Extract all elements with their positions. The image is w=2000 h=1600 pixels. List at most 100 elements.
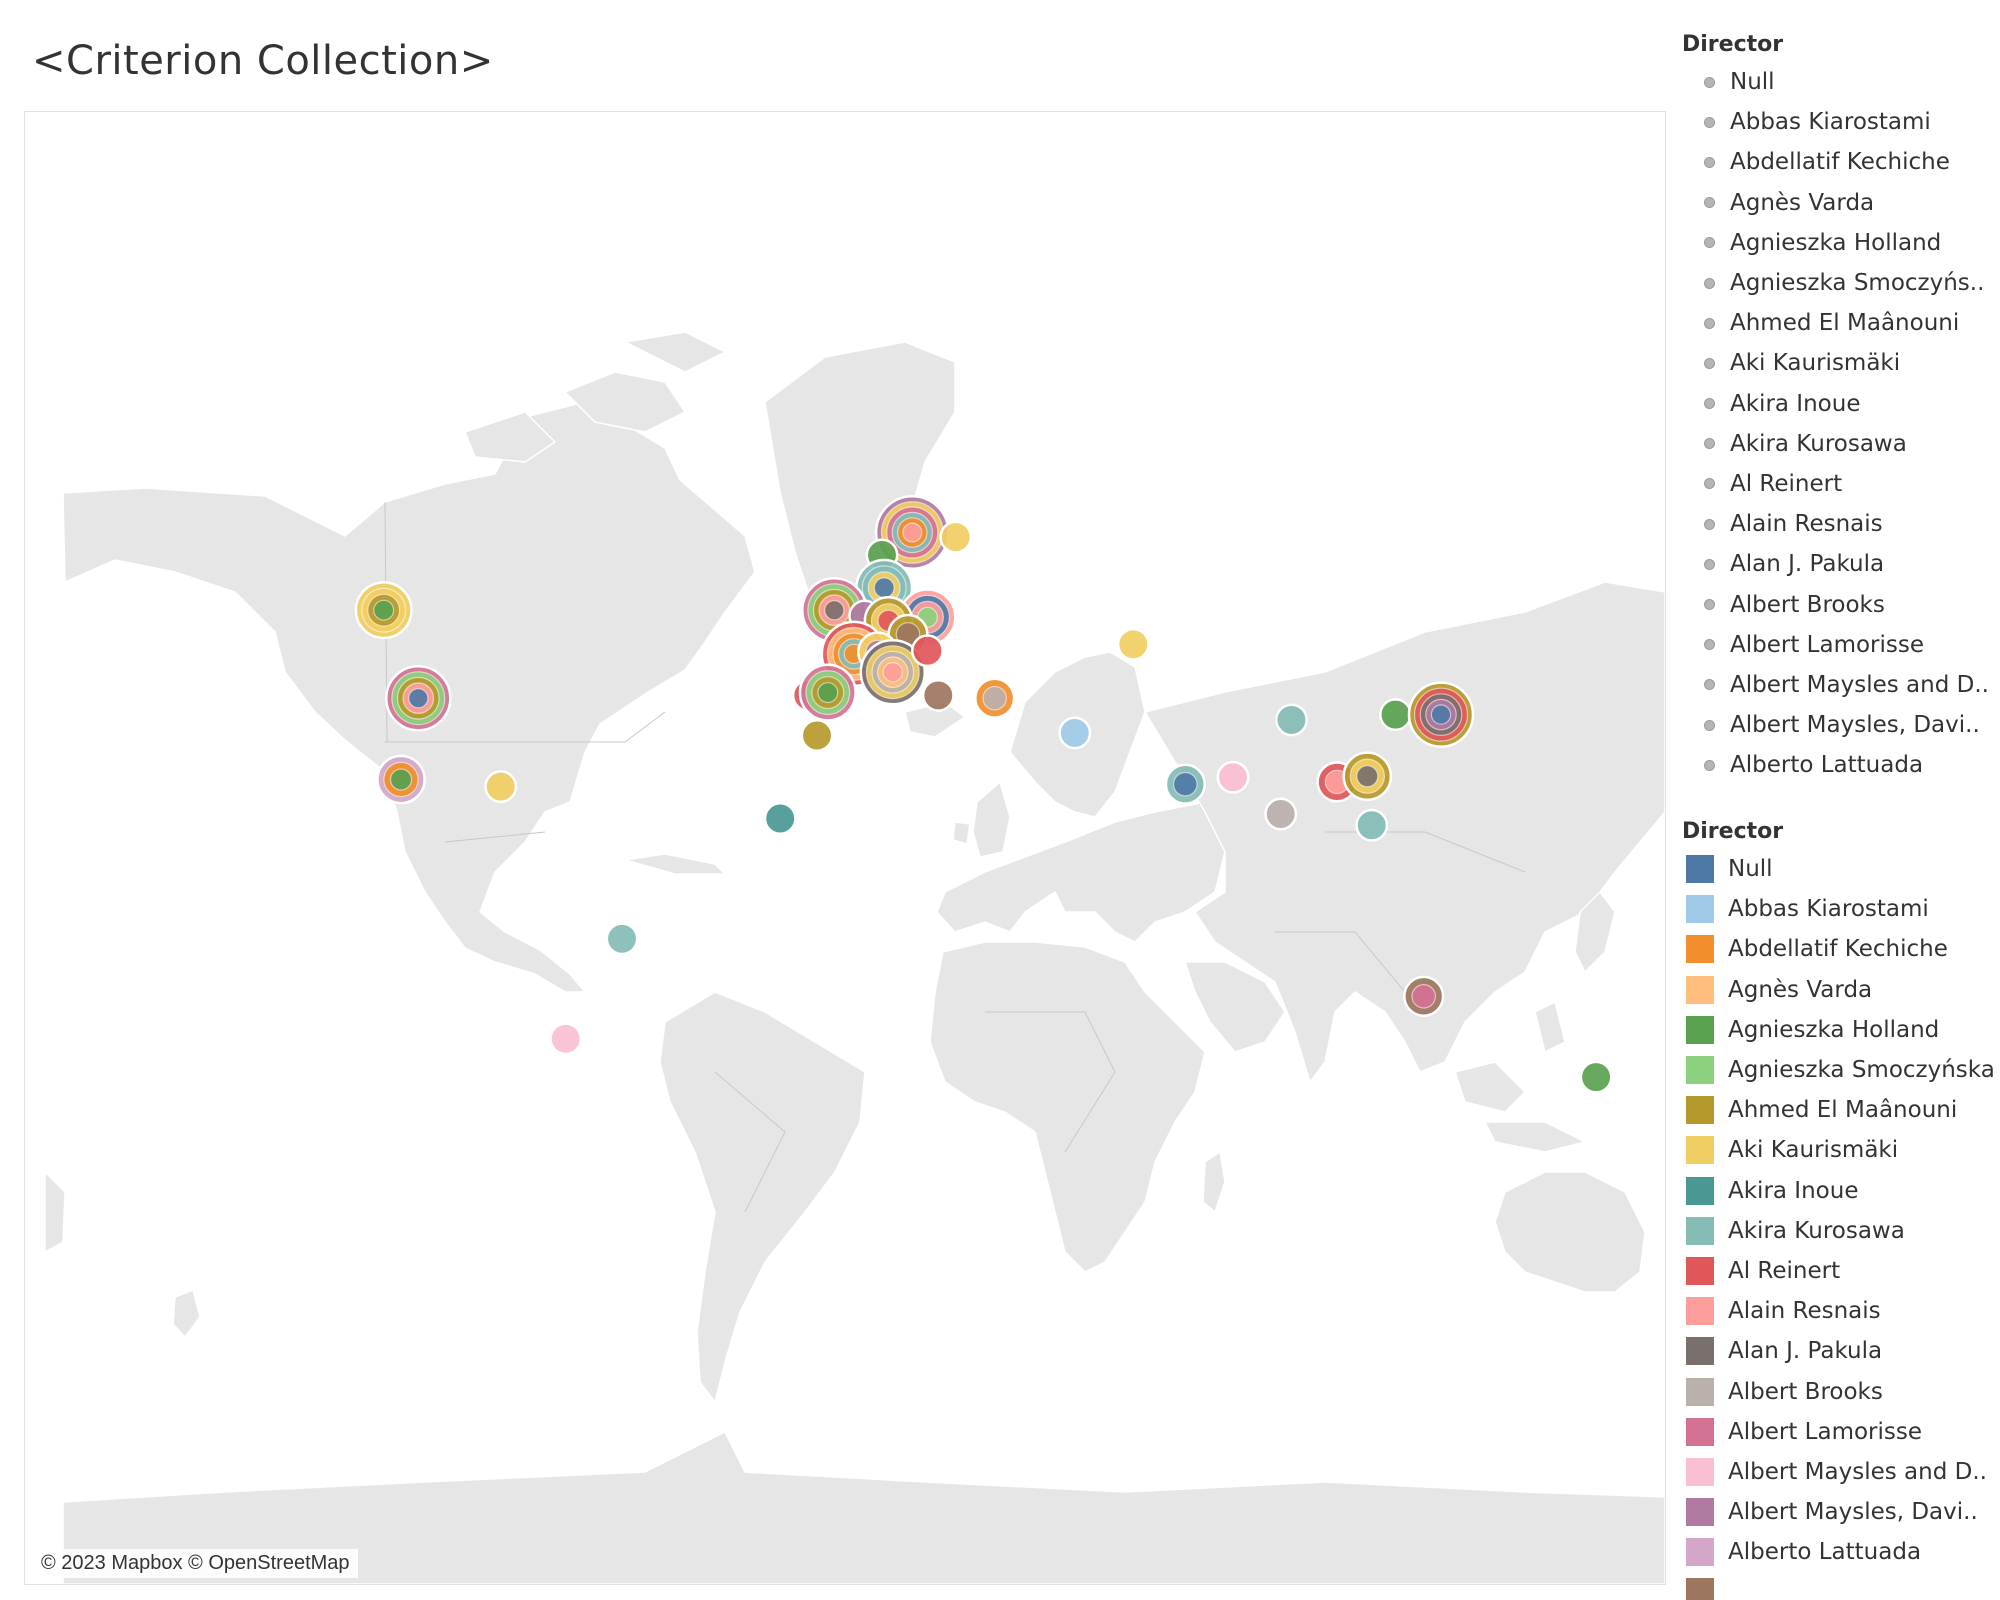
legend-color-item[interactable]: Agnieszka Holland xyxy=(1682,1010,2000,1050)
map-point[interactable] xyxy=(800,719,834,752)
legend-shape-item[interactable]: Aki Kaurismäki xyxy=(1682,343,2000,383)
map-point-ring[interactable] xyxy=(1173,771,1198,797)
legend-shape-item[interactable]: Albert Brooks xyxy=(1682,584,2000,624)
legend-shape-item[interactable]: Ahmed El Maânouni xyxy=(1682,303,2000,343)
legend-color-item[interactable]: Albert Maysles, Davi.. xyxy=(1682,1492,2000,1532)
map-point[interactable] xyxy=(354,581,413,640)
map-point[interactable] xyxy=(763,802,797,835)
legend-shape-item[interactable]: Alain Resnais xyxy=(1682,504,2000,544)
map-point-ring[interactable] xyxy=(1379,698,1412,732)
map-point[interactable] xyxy=(376,754,426,805)
map-point[interactable] xyxy=(1403,975,1445,1017)
map-point-ring[interactable] xyxy=(605,922,639,956)
map-point[interactable] xyxy=(385,664,452,732)
map-point[interactable] xyxy=(1379,698,1412,732)
legend-shape-item[interactable]: Albert Maysles and D.. xyxy=(1682,665,2000,705)
legend-color-item[interactable]: Aki Kaurismäki xyxy=(1682,1130,2000,1170)
map-point-ring[interactable] xyxy=(1275,703,1308,737)
map-point-ring[interactable] xyxy=(882,662,904,683)
map-point-ring[interactable] xyxy=(389,768,413,791)
map-point[interactable] xyxy=(1164,763,1206,805)
map-point[interactable] xyxy=(1355,808,1389,842)
map-point-ring[interactable] xyxy=(921,678,955,712)
map-point-ring[interactable] xyxy=(1216,760,1250,794)
map-point[interactable] xyxy=(1407,681,1475,748)
map-point-ring[interactable] xyxy=(549,1022,583,1056)
map-point[interactable] xyxy=(1116,627,1150,661)
legend-color-item[interactable]: Agnès Varda xyxy=(1682,970,2000,1010)
legend-color-item[interactable]: Alan J. Pakula xyxy=(1682,1331,2000,1371)
legend-color-item[interactable]: Akira Inoue xyxy=(1682,1171,2000,1211)
map-point-ring[interactable] xyxy=(1411,983,1436,1009)
map-point-ring[interactable] xyxy=(1264,797,1298,831)
map-point-ring[interactable] xyxy=(1579,1060,1613,1094)
map-point-ring[interactable] xyxy=(911,634,944,668)
map-point-ring[interactable] xyxy=(982,685,1007,711)
legend-shape-item[interactable]: Abdellatif Kechiche xyxy=(1682,142,2000,182)
map-point[interactable] xyxy=(798,663,857,722)
legend-shape-item[interactable]: Albert Lamorisse xyxy=(1682,625,2000,665)
map-point-ring[interactable] xyxy=(484,770,518,804)
legend-color-item[interactable] xyxy=(1682,1572,2000,1600)
map-point-ring[interactable] xyxy=(408,688,429,709)
map-point-ring[interactable] xyxy=(800,719,834,752)
legend-shape-item[interactable]: Abbas Kiarostami xyxy=(1682,102,2000,142)
map-point[interactable] xyxy=(974,677,1016,719)
map-point-ring[interactable] xyxy=(817,682,839,704)
legend-color-item[interactable]: Akira Kurosawa xyxy=(1682,1211,2000,1251)
map-point-ring[interactable] xyxy=(939,520,973,554)
map-point[interactable] xyxy=(1342,751,1393,802)
map-point-ring[interactable] xyxy=(763,802,797,835)
legend-color-item[interactable]: Abbas Kiarostami xyxy=(1682,889,2000,929)
map-point[interactable] xyxy=(859,638,927,706)
map-point[interactable] xyxy=(911,634,944,668)
legend-color-item[interactable]: Albert Brooks xyxy=(1682,1371,2000,1411)
legend-color-item[interactable]: Al Reinert xyxy=(1682,1251,2000,1291)
legend-shape-item[interactable]: Al Reinert xyxy=(1682,464,2000,504)
map-point-ring[interactable] xyxy=(373,599,395,621)
map-point[interactable] xyxy=(939,520,973,554)
legend-color-item[interactable]: Abdellatif Kechiche xyxy=(1682,929,2000,969)
map-point-ring[interactable] xyxy=(902,522,923,543)
map-attribution[interactable]: © 2023 Mapbox © OpenStreetMap xyxy=(33,1549,358,1578)
legend-color-label: Ahmed El Maânouni xyxy=(1728,1097,1958,1124)
map-canvas[interactable] xyxy=(25,112,1665,1584)
map-point[interactable] xyxy=(874,495,950,570)
map-point[interactable] xyxy=(1216,760,1250,794)
legend-color-item[interactable]: Null xyxy=(1682,849,2000,889)
map-point[interactable] xyxy=(605,922,639,956)
legend-shape-item[interactable]: Null xyxy=(1682,62,2000,102)
legend-color-item[interactable]: Albert Maysles and D.. xyxy=(1682,1452,2000,1492)
world-map[interactable]: © 2023 Mapbox © OpenStreetMap xyxy=(24,111,1666,1585)
legend-shape-item[interactable]: Agnieszka Holland xyxy=(1682,223,2000,263)
map-point-ring[interactable] xyxy=(1116,627,1150,661)
map-point[interactable] xyxy=(1264,797,1298,831)
map-point-ring[interactable] xyxy=(1356,765,1379,788)
map-point-ring[interactable] xyxy=(1058,716,1092,750)
legend-color-item[interactable]: Alain Resnais xyxy=(1682,1291,2000,1331)
legend-shape-item[interactable]: Agnieszka Smoczyńs.. xyxy=(1682,263,2000,303)
legend-shape-item[interactable]: Alan J. Pakula xyxy=(1682,544,2000,584)
legend-shape-item[interactable]: Akira Kurosawa xyxy=(1682,424,2000,464)
legend-shape-item[interactable]: Alberto Lattuada xyxy=(1682,745,2000,785)
map-point-ring[interactable] xyxy=(1355,808,1389,842)
legend-shape: Director Null Abbas Kiarostami Abdellatif … xyxy=(1682,32,2000,785)
legend-color-item[interactable]: Agnieszka Smoczyńska xyxy=(1682,1050,2000,1090)
map-point-ring[interactable] xyxy=(873,577,895,599)
legend-color-label: Albert Maysles, Davi.. xyxy=(1728,1499,1978,1526)
legend-shape-item[interactable]: Albert Maysles, Davi.. xyxy=(1682,705,2000,745)
legend-color-item[interactable]: Albert Lamorisse xyxy=(1682,1412,2000,1452)
map-point[interactable] xyxy=(484,770,518,804)
map-point[interactable] xyxy=(1058,716,1092,750)
map-point[interactable] xyxy=(1579,1060,1613,1094)
map-point[interactable] xyxy=(1275,703,1308,737)
legend-color-item[interactable]: Ahmed El Maânouni xyxy=(1682,1090,2000,1130)
map-point-ring[interactable] xyxy=(824,600,845,621)
map-point[interactable] xyxy=(549,1022,583,1056)
legend-color-item[interactable]: Alberto Lattuada xyxy=(1682,1532,2000,1572)
legend-shape-item[interactable]: Akira Inoue xyxy=(1682,384,2000,424)
map-point[interactable] xyxy=(921,678,955,712)
map-point-ring[interactable] xyxy=(1430,704,1452,725)
legend-shape-item[interactable]: Agnès Varda xyxy=(1682,183,2000,223)
color-swatch-icon xyxy=(1686,975,1714,1004)
